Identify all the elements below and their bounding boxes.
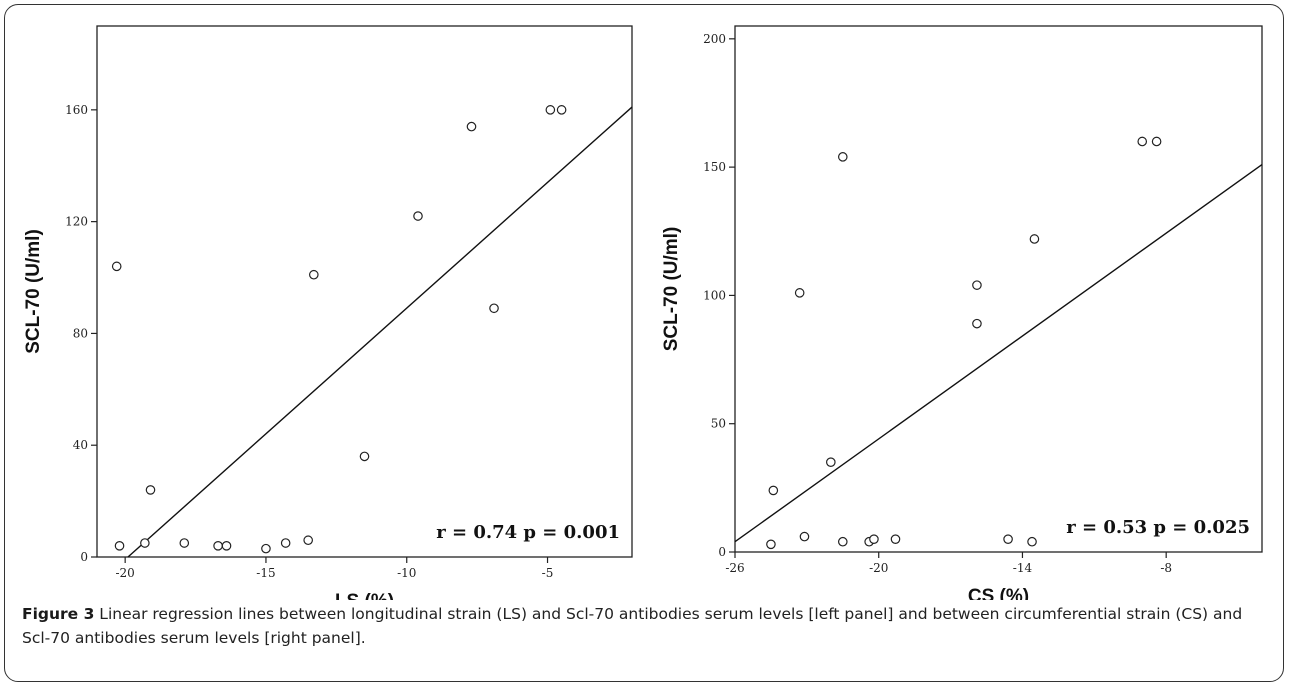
chart-1-plot-frame (734, 25, 1263, 553)
chart-0-y-tick-label: 80 (73, 326, 88, 340)
figure-caption: Figure 3 Linear regression lines between… (22, 602, 1262, 650)
chart-0-data-point (489, 303, 499, 314)
chart-0-regression-line (127, 106, 633, 558)
chart-0-y-tick-label: 0 (80, 550, 88, 564)
chart-1-data-point (1029, 234, 1040, 244)
caption-label: Figure 3 (22, 605, 95, 623)
chart-1-y-tick-label: 0 (718, 545, 726, 559)
chart-1-data-point (799, 531, 810, 542)
chart-0-x-tick-label: -15 (256, 566, 275, 580)
chart-1-data-point (768, 485, 779, 496)
chart-0-data-point (114, 541, 125, 551)
chart-1-data-point (1027, 536, 1037, 547)
chart-1-y-tick-label: 150 (703, 160, 726, 174)
chart-1-data-point (1003, 534, 1013, 544)
chart-0-data-point (111, 261, 122, 272)
chart-0-data-point (466, 121, 477, 132)
chart-0-data-point (309, 269, 319, 280)
chart-0-data-point (145, 485, 156, 495)
chart-1-regression-line (734, 163, 1263, 543)
charts-canvas: 0 40 80 120 160 -20 -15 -10 -5 LS (%) SCL-70 (U/ml… (23, 25, 1263, 600)
chart-0-y-tick-label: 40 (73, 438, 88, 452)
chart-0-correlation-annotation: r = 0.74 p = 0.001 (436, 522, 620, 543)
chart-1-x-tick-label: -20 (869, 561, 888, 575)
chart-1-x-tick-label: -26 (725, 561, 744, 575)
caption-text: Linear regression lines between longitud… (22, 605, 1243, 647)
chart-1-data-point (972, 318, 982, 329)
figure-frame (4, 4, 1284, 682)
chart-1-data-point (837, 152, 848, 162)
chart-1-y-tick-label: 100 (703, 288, 726, 302)
chart-1-data-point (766, 539, 776, 550)
chart-1-y-axis-title: SCL-70 (U/ml) (661, 227, 682, 352)
chart-0-data-point (213, 541, 223, 551)
chart-0-y-tick-label: 120 (65, 215, 88, 229)
chart-1-data-point (1137, 136, 1148, 147)
chart-1-x-tick-label: -8 (1160, 561, 1172, 575)
chart-0-data-point (545, 105, 556, 115)
chart-0-data-point (303, 535, 313, 546)
chart-0-data-point (140, 538, 150, 548)
left-panel-ls: 0 40 80 120 160 -20 -15 -10 -5 LS (%) SCL-70 (U/ml… (23, 25, 633, 600)
chart-1-data-point (1151, 136, 1162, 147)
chart-0-data-point (359, 451, 370, 462)
chart-0-x-axis-title: LS (%) (335, 591, 394, 600)
chart-1-data-point (837, 536, 848, 547)
chart-0-data-point (413, 211, 423, 221)
chart-1-y-tick-label: 50 (711, 417, 726, 431)
chart-1-data-point (826, 457, 836, 467)
chart-0-y-axis-title: SCL-70 (U/ml) (23, 229, 44, 354)
chart-0-data-point (280, 538, 291, 548)
chart-0-data-point (261, 543, 271, 554)
chart-0-data-point (556, 105, 567, 115)
chart-1-data-point (972, 280, 982, 290)
chart-0-x-tick-label: -5 (542, 566, 554, 580)
chart-1-y-tick-label: 200 (703, 32, 726, 46)
chart-1-correlation-annotation: r = 0.53 p = 0.025 (1066, 517, 1250, 538)
chart-1-data-point (890, 534, 901, 544)
chart-1-x-tick-label: -14 (1013, 561, 1033, 575)
chart-0-data-point (221, 541, 232, 551)
chart-0-data-point (179, 538, 190, 548)
chart-0-x-tick-label: -10 (397, 566, 416, 580)
chart-1-data-point (869, 534, 879, 544)
chart-1-x-axis-title: CS (%) (968, 586, 1029, 600)
right-panel-cs: 0 50 100 150 200 -26 -20 -14 -8 CS (%) SCL-70 (U/m… (661, 25, 1263, 600)
chart-0-y-tick-label: 160 (65, 103, 88, 117)
chart-0-x-tick-label: -20 (115, 566, 134, 580)
chart-1-data-point (794, 288, 805, 298)
chart-0-plot-frame (96, 25, 633, 558)
